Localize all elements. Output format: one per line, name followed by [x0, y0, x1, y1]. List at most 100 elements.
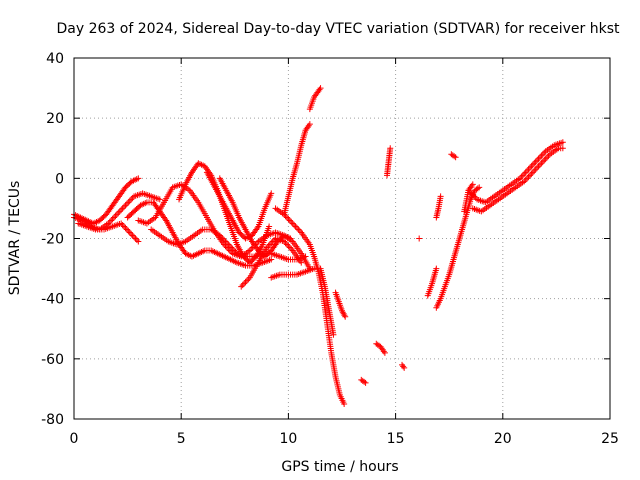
data-point — [539, 158, 546, 165]
data-point — [433, 265, 440, 272]
data-point — [118, 206, 125, 213]
x-axis: 0 5 10 15 20 25 — [70, 58, 619, 447]
data-point — [123, 226, 130, 233]
data-point — [538, 160, 545, 167]
x-tick-label: 20 — [494, 431, 512, 447]
data-point — [268, 190, 275, 197]
data-point — [248, 246, 255, 253]
data-point — [376, 342, 383, 349]
data-point — [296, 227, 303, 234]
series-sat-track-10 — [238, 235, 305, 290]
data-point — [222, 238, 229, 245]
data-point — [285, 215, 292, 222]
data-point — [239, 282, 246, 289]
data-point — [289, 220, 296, 227]
data-point — [341, 400, 348, 407]
data-point — [126, 229, 133, 236]
data-point — [524, 175, 531, 182]
data-point — [518, 173, 525, 180]
data-point — [524, 167, 531, 174]
data-point — [241, 280, 248, 287]
data-point — [229, 246, 236, 253]
series-sat-track-21 — [416, 235, 423, 242]
data-point — [519, 172, 526, 179]
grid — [74, 58, 610, 419]
y-tick-label: -40 — [41, 292, 64, 308]
data-point — [226, 243, 233, 250]
x-tick-label: 15 — [387, 431, 405, 447]
data-point — [535, 163, 542, 170]
data-point — [528, 170, 535, 177]
data-point — [288, 246, 295, 253]
data-point — [268, 256, 275, 263]
series-sat-track-15 — [317, 265, 337, 338]
data-point — [238, 283, 245, 290]
data-point — [286, 217, 293, 224]
data-point — [526, 164, 533, 171]
data-point — [286, 244, 293, 251]
data-point — [116, 208, 123, 215]
data-point — [292, 223, 299, 230]
series-sat-track-17 — [358, 376, 369, 386]
series-sat-track-28 — [469, 145, 566, 215]
x-tick-label: 5 — [177, 431, 186, 447]
data-point — [282, 212, 289, 219]
data-point — [401, 364, 408, 371]
y-tick-label: -80 — [41, 412, 64, 428]
series-sat-track-16 — [332, 289, 349, 320]
data-point — [126, 197, 133, 204]
data-point — [522, 169, 529, 176]
y-axis: -80 -60 -40 -20 0 20 40 — [41, 51, 610, 428]
series-sat-track-12 — [281, 121, 313, 218]
data-point — [133, 237, 140, 244]
data-point — [266, 223, 273, 230]
data-point — [242, 279, 249, 286]
data-point — [342, 313, 349, 320]
data-point — [521, 170, 528, 177]
series-sat-track-03 — [75, 220, 142, 245]
y-tick-label: 20 — [46, 111, 64, 127]
data-point — [529, 161, 536, 168]
data-point — [108, 217, 115, 224]
data-point — [119, 205, 126, 212]
data-point — [311, 265, 318, 272]
series-sat-track-11 — [268, 265, 318, 281]
data-point — [295, 226, 302, 233]
data-point — [536, 161, 543, 168]
data-point — [541, 149, 548, 156]
data-point — [119, 221, 126, 228]
y-axis-label: SDTVAR / TECUs — [7, 181, 23, 296]
series-sat-track-22 — [424, 265, 440, 299]
chart-title: Day 263 of 2024, Sidereal Day-to-day VTE… — [57, 21, 620, 37]
data-point — [223, 240, 230, 247]
x-tick-label: 25 — [601, 431, 619, 447]
data-point — [437, 193, 444, 200]
data-point — [532, 166, 539, 173]
series-sat-track-23 — [433, 193, 444, 221]
data-point — [125, 227, 132, 234]
y-tick-label: -20 — [41, 232, 64, 248]
data-point — [135, 238, 142, 245]
series-sat-track-04 — [124, 199, 275, 269]
data-point — [132, 235, 139, 242]
y-tick-label: -60 — [41, 352, 64, 368]
data-point — [400, 363, 407, 370]
data-point — [122, 224, 129, 231]
data-point — [115, 209, 122, 216]
series-sat-track-18 — [373, 340, 388, 356]
data-point — [330, 331, 337, 338]
data-point — [387, 145, 394, 152]
data-point — [123, 200, 130, 207]
data-point — [293, 224, 300, 231]
data-point — [109, 215, 116, 222]
data-point — [559, 139, 566, 146]
data-point — [361, 378, 368, 385]
series-sat-track-05 — [135, 181, 313, 272]
data-point — [522, 176, 529, 183]
series-sat-track-24 — [433, 184, 483, 311]
data-point — [534, 157, 541, 164]
data-point — [287, 235, 294, 242]
data-point — [535, 155, 542, 162]
data-point — [302, 253, 309, 260]
